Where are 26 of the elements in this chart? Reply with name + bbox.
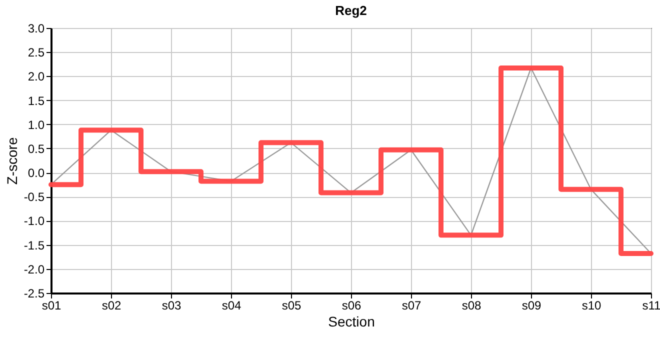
y-axis-title: Z-score bbox=[4, 137, 20, 185]
x-tick-label: s04 bbox=[222, 298, 242, 312]
x-tick-label: s05 bbox=[282, 298, 302, 312]
y-tick-label: 0.0 bbox=[28, 166, 45, 180]
y-tick-label: 2.0 bbox=[28, 70, 45, 84]
y-tick-label: -1.0 bbox=[24, 214, 45, 228]
y-tick-label: -1.5 bbox=[24, 238, 45, 252]
y-tick-label: 2.5 bbox=[28, 46, 45, 60]
x-axis-title: Section bbox=[328, 314, 375, 330]
chart-title: Reg2 bbox=[335, 3, 367, 18]
x-tick-label: s09 bbox=[522, 298, 542, 312]
x-tick-label: s08 bbox=[462, 298, 482, 312]
x-tick-label: s10 bbox=[582, 298, 602, 312]
y-tick-label: 1.0 bbox=[28, 118, 45, 132]
y-tick-label: -2.5 bbox=[24, 286, 45, 300]
x-tick-label: s01 bbox=[42, 298, 62, 312]
y-tick-label: 1.5 bbox=[28, 94, 45, 108]
x-tick-label: s11 bbox=[642, 298, 660, 312]
x-tick-label: s06 bbox=[342, 298, 362, 312]
y-tick-label: 0.5 bbox=[28, 142, 45, 156]
y-tick-label: -0.5 bbox=[24, 190, 45, 204]
x-tick-label: s03 bbox=[162, 298, 182, 312]
y-tick-label: 3.0 bbox=[28, 22, 45, 36]
x-tick-label: s07 bbox=[402, 298, 422, 312]
x-tick-label: s02 bbox=[102, 298, 122, 312]
y-tick-label: -2.0 bbox=[24, 262, 45, 276]
